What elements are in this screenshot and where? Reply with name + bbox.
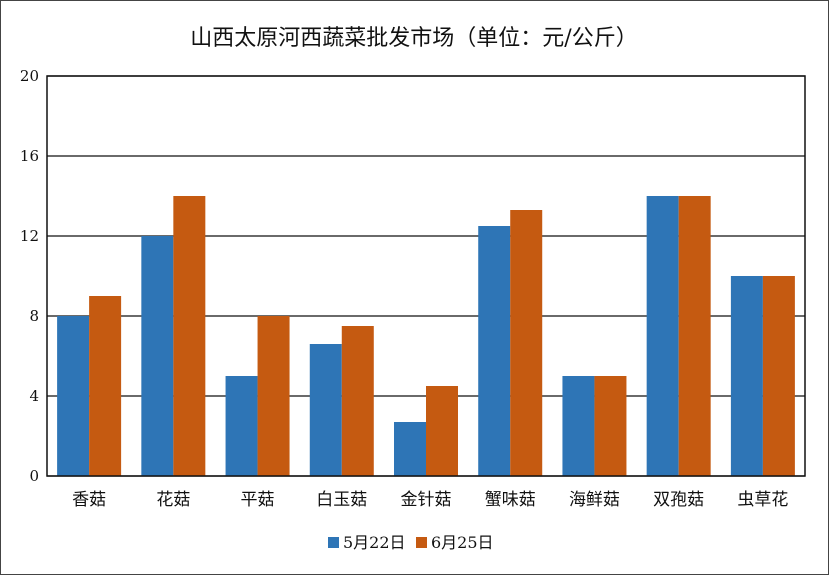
x-tick-label: 蟹味菇: [485, 490, 536, 510]
x-tick-label: 平菇: [241, 490, 275, 510]
bar-金针菇-6月25日: [426, 386, 458, 476]
bar-平菇-6月25日: [257, 316, 290, 476]
bar-白玉菇-6月25日: [341, 326, 374, 476]
bar-花菇-5月22日: [141, 236, 174, 476]
bar-双孢菇-6月25日: [678, 196, 711, 476]
legend-swatch: [416, 537, 427, 548]
y-tick-label: 12: [20, 227, 39, 245]
bar-虫草花-5月22日: [730, 276, 763, 476]
x-tick-label: 金针菇: [401, 490, 452, 510]
x-tick-label: 花菇: [156, 490, 190, 510]
x-tick-label: 白玉菇: [316, 490, 367, 510]
bar-白玉菇-5月22日: [309, 344, 342, 476]
bar-蟹味菇-5月22日: [478, 226, 511, 476]
bars: [57, 196, 795, 476]
plot-area-border: [46, 75, 806, 477]
bar-海鲜菇-5月22日: [562, 376, 595, 476]
x-axis-labels: 香菇 花菇 平菇 白玉菇 金针菇 蟹味菇 海鲜菇 双孢菇 虫草花: [72, 490, 788, 510]
chart-title: 山西太原河西蔬菜批发市场（单位：元/公斤）: [190, 26, 637, 51]
bar-蟹味菇-6月25日: [510, 210, 543, 476]
legend-label: 6月25日: [431, 533, 494, 552]
x-tick-label: 海鲜菇: [569, 490, 620, 510]
bar-金针菇-5月22日: [394, 422, 426, 476]
bar-海鲜菇-6月25日: [594, 376, 627, 476]
x-tick-label: 双孢菇: [653, 490, 704, 510]
y-tick-label: 0: [29, 467, 39, 485]
legend: 5月22日 6月25日: [328, 533, 494, 552]
y-tick-label: 8: [29, 307, 39, 325]
x-tick-label: 香菇: [72, 490, 106, 510]
bar-平菇-5月22日: [225, 376, 258, 476]
bar-虫草花-6月25日: [762, 276, 795, 476]
y-tick-label: 20: [20, 67, 39, 85]
legend-swatch: [328, 537, 339, 548]
y-tick-label: 4: [29, 387, 39, 405]
legend-label: 5月22日: [343, 533, 406, 552]
bar-香菇-5月22日: [57, 316, 90, 476]
x-tick-label: 虫草花: [737, 490, 788, 510]
y-tick-label: 16: [20, 147, 39, 165]
y-axis-ticks: 0 4 8 12 16 20: [20, 67, 39, 485]
bar-双孢菇-5月22日: [646, 196, 679, 476]
bar-花菇-6月25日: [173, 196, 206, 476]
bar-香菇-6月25日: [89, 296, 122, 476]
